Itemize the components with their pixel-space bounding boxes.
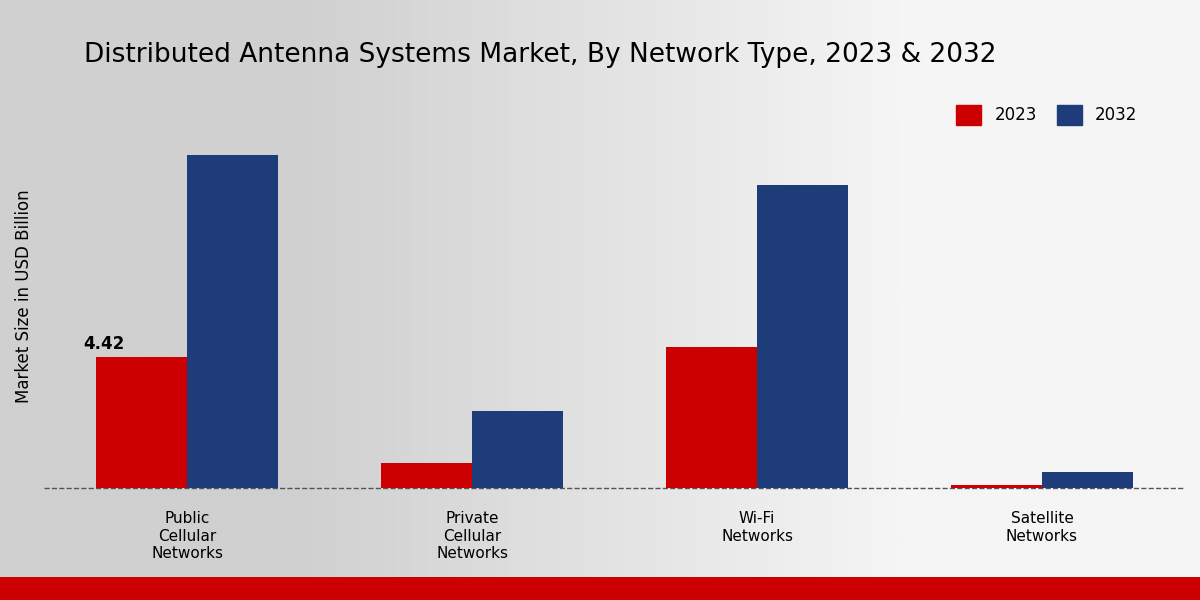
Bar: [380, 463, 472, 488]
Legend: 2023, 2032: 2023, 2032: [952, 100, 1142, 130]
Bar: [950, 485, 1042, 488]
Y-axis label: Market Size in USD Billion: Market Size in USD Billion: [14, 190, 34, 403]
Text: Distributed Antenna Systems Market, By Network Type, 2023 & 2032: Distributed Antenna Systems Market, By N…: [84, 42, 996, 68]
Bar: [187, 155, 278, 488]
Bar: [472, 411, 563, 488]
Bar: [666, 347, 757, 488]
Bar: [1042, 472, 1133, 488]
Bar: [757, 185, 848, 488]
Text: 4.42: 4.42: [83, 335, 125, 353]
Bar: [96, 357, 187, 488]
